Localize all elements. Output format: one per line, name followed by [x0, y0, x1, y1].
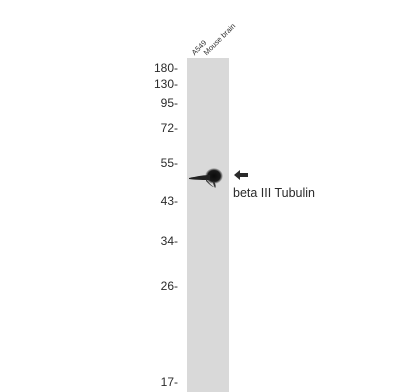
- marker-180: 180-: [153, 61, 178, 75]
- gel-lane: [187, 58, 229, 392]
- target-label: beta III Tubulin: [233, 186, 316, 200]
- marker-43: 43-: [160, 194, 178, 208]
- marker-26: 26-: [160, 279, 178, 293]
- lane-label-mouse-brain: Mouse brain: [201, 21, 238, 58]
- marker-72: 72-: [160, 121, 178, 135]
- marker-34: 34-: [160, 234, 178, 248]
- marker-17: 17-: [160, 375, 178, 389]
- marker-95: 95-: [160, 96, 178, 110]
- marker-55: 55-: [160, 156, 178, 170]
- arrow-left-icon: [234, 170, 248, 180]
- marker-130: 130-: [153, 77, 178, 91]
